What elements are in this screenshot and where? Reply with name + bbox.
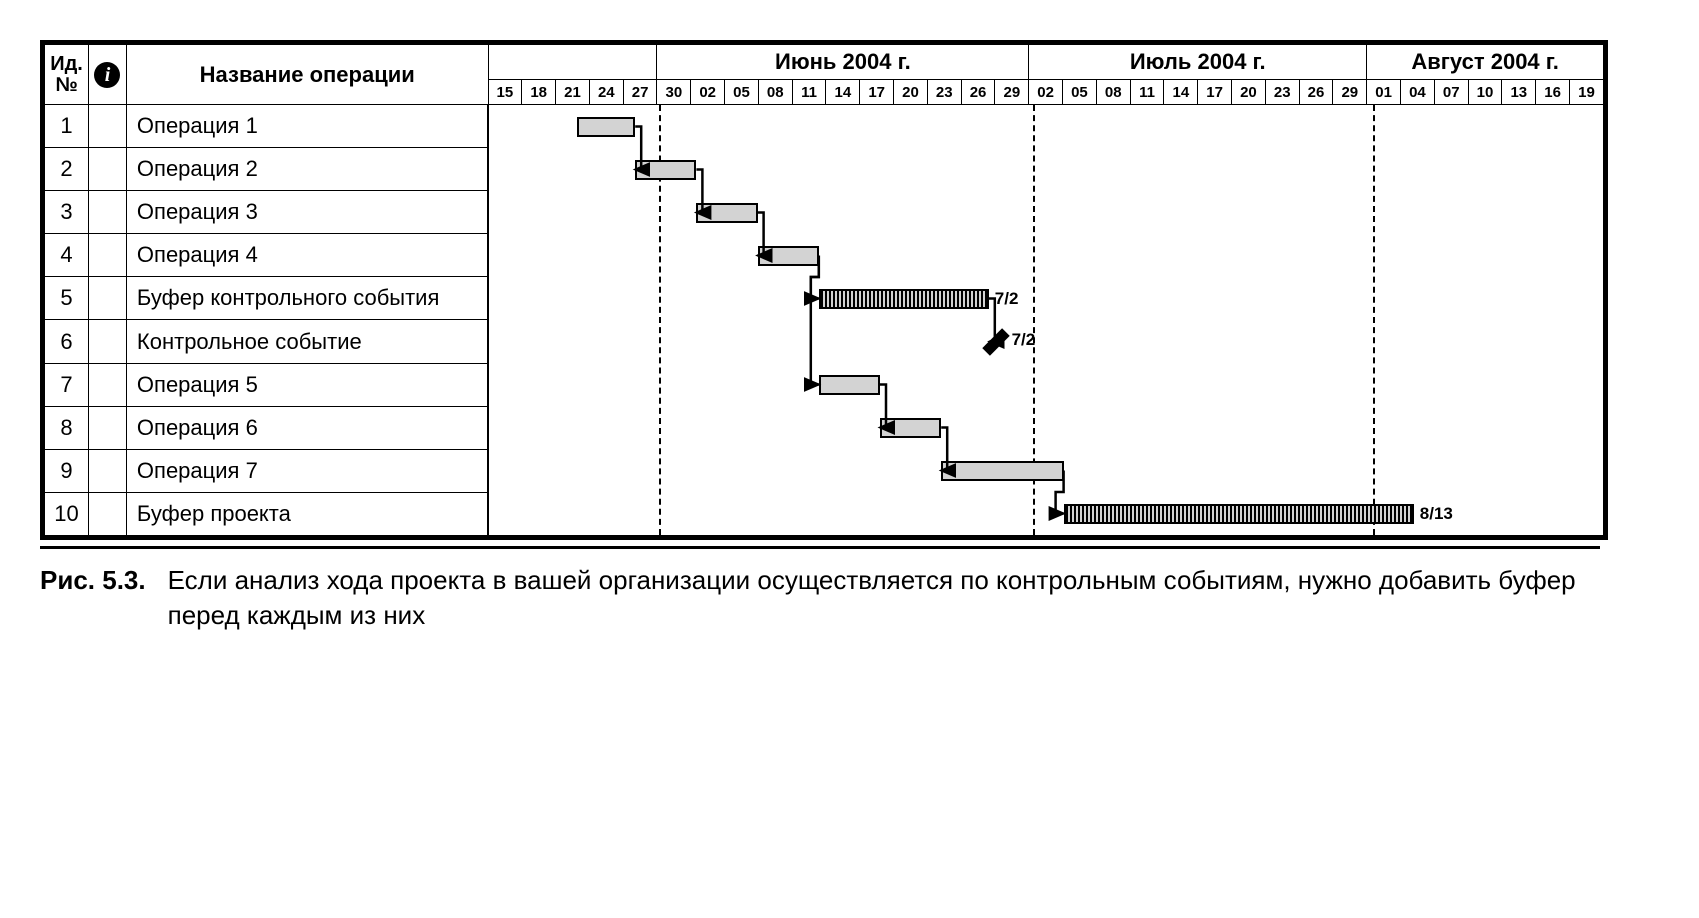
row-name: Операция 5 (126, 363, 488, 406)
day-header: 30 (657, 80, 691, 105)
bar-label: 7/2 (995, 289, 1019, 309)
col-header-name: Название операции (126, 45, 488, 105)
day-header: 17 (860, 80, 894, 105)
row-name: Операция 3 (126, 191, 488, 234)
day-header: 24 (589, 80, 623, 105)
info-icon: i (94, 62, 120, 88)
col-header-id-text: Ид.№ (50, 53, 83, 96)
day-header: 02 (1029, 80, 1063, 105)
day-header: 11 (1130, 80, 1164, 105)
row-name: Контрольное событие (126, 320, 488, 363)
month-header (488, 45, 657, 80)
month-header: Август 2004 г. (1367, 45, 1604, 80)
day-header: 07 (1434, 80, 1468, 105)
row-id: 7 (45, 363, 89, 406)
row-id: 9 (45, 449, 89, 492)
task-bar (880, 418, 941, 438)
row-info (89, 406, 127, 449)
buffer-bar (819, 289, 989, 309)
row-info (89, 449, 127, 492)
day-header: 02 (691, 80, 725, 105)
task-bar (635, 160, 696, 180)
buffer-bar (1064, 504, 1414, 524)
day-header: 13 (1502, 80, 1536, 105)
day-header: 26 (1299, 80, 1333, 105)
day-header: 04 (1401, 80, 1435, 105)
day-header: 11 (792, 80, 826, 105)
day-header: 29 (995, 80, 1029, 105)
task-bar (577, 117, 635, 137)
day-header: 27 (623, 80, 657, 105)
row-info (89, 105, 127, 148)
row-id: 10 (45, 492, 89, 535)
col-header-id: Ид.№ (45, 45, 89, 105)
day-header: 19 (1570, 80, 1604, 105)
day-header: 10 (1468, 80, 1502, 105)
row-id: 8 (45, 406, 89, 449)
gantt-frame: Ид.№ i Название операции Июнь 2004 г.Июл… (40, 40, 1608, 540)
day-header: 18 (522, 80, 556, 105)
row-name: Операция 4 (126, 234, 488, 277)
gantt-table: Ид.№ i Название операции Июнь 2004 г.Июл… (44, 44, 1604, 536)
row-name: Операция 6 (126, 406, 488, 449)
day-header: 08 (758, 80, 792, 105)
day-header: 05 (1063, 80, 1097, 105)
caption-text: Если анализ хода проекта в вашей организ… (168, 563, 1600, 633)
row-info (89, 234, 127, 277)
day-header: 21 (556, 80, 590, 105)
row-info (89, 277, 127, 320)
day-header: 14 (1164, 80, 1198, 105)
day-header: 14 (826, 80, 860, 105)
row-id: 4 (45, 234, 89, 277)
day-header: 20 (894, 80, 928, 105)
milestone-marker (982, 328, 1009, 355)
row-name: Операция 2 (126, 148, 488, 191)
row-id: 6 (45, 320, 89, 363)
row-info (89, 492, 127, 535)
table-row: 1Операция 17/27/28/13 (45, 105, 1604, 148)
row-name: Буфер проекта (126, 492, 488, 535)
caption-label: Рис. 5.3. (40, 563, 168, 633)
row-info (89, 191, 127, 234)
day-header: 29 (1333, 80, 1367, 105)
dependency-link (811, 256, 819, 385)
gantt-chart-area: 7/2 7/2 8/13 (488, 105, 1604, 536)
row-info (89, 320, 127, 363)
bar-label: 8/13 (1420, 504, 1453, 524)
day-header: 17 (1198, 80, 1232, 105)
day-header: 01 (1367, 80, 1401, 105)
day-header: 05 (725, 80, 759, 105)
row-id: 1 (45, 105, 89, 148)
month-divider (1373, 105, 1375, 535)
day-header: 08 (1096, 80, 1130, 105)
table-body: 1 Операция 1 7/2 7/2 8/13 2 Операция 2 3 Операци… (45, 105, 1604, 536)
task-bar (696, 203, 757, 223)
figure-caption: Рис. 5.3. Если анализ хода проекта в ваш… (40, 546, 1600, 633)
col-header-name-text: Название операции (200, 62, 415, 87)
day-header: 23 (927, 80, 961, 105)
header-row-months: Ид.№ i Название операции Июнь 2004 г.Июл… (45, 45, 1604, 80)
day-header: 16 (1536, 80, 1570, 105)
row-id: 3 (45, 191, 89, 234)
month-header: Июнь 2004 г. (657, 45, 1029, 80)
bar-label: 7/2 (1012, 330, 1036, 350)
task-bar (941, 461, 1063, 481)
row-id: 5 (45, 277, 89, 320)
day-header: 26 (961, 80, 995, 105)
row-name: Буфер контрольного события (126, 277, 488, 320)
table-head: Ид.№ i Название операции Июнь 2004 г.Июл… (45, 45, 1604, 105)
row-info (89, 148, 127, 191)
row-info (89, 363, 127, 406)
row-name: Операция 7 (126, 449, 488, 492)
day-header: 15 (488, 80, 522, 105)
task-bar (819, 375, 880, 395)
day-header: 23 (1265, 80, 1299, 105)
col-header-info: i (89, 45, 127, 105)
day-header: 20 (1232, 80, 1266, 105)
row-name: Операция 1 (126, 105, 488, 148)
month-header: Июль 2004 г. (1029, 45, 1367, 80)
task-bar (758, 246, 819, 266)
row-id: 2 (45, 148, 89, 191)
